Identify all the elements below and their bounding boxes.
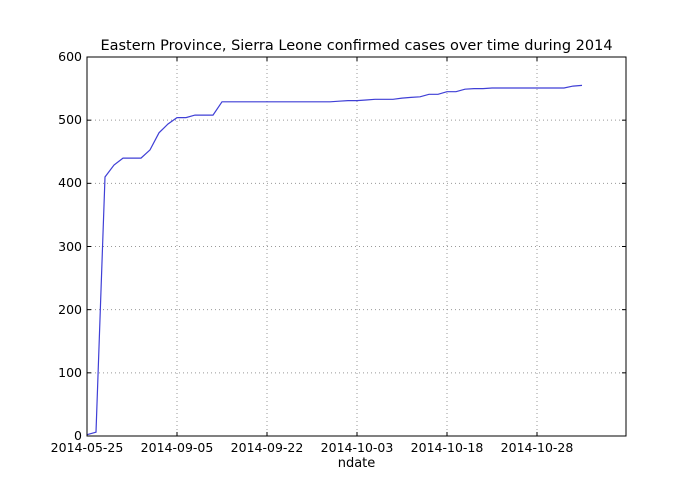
chart-title: Eastern Province, Sierra Leone confirmed… [100, 38, 613, 54]
y-tick-label: 600 [58, 49, 82, 64]
y-tick-label: 100 [58, 364, 82, 380]
x-axis-label: ndate [337, 456, 376, 471]
y-tick-label: 500 [58, 112, 82, 128]
y-tick-label: 0 [74, 428, 82, 443]
confirmed-cases-line [86, 84, 583, 436]
x-tick-label: 2014-09-22 [230, 440, 304, 455]
grid-lines [87, 57, 626, 436]
y-tick-label: 300 [58, 238, 82, 254]
x-tick-label: 2014-10-28 [500, 440, 574, 455]
x-tick-label: 2014-10-18 [410, 440, 484, 455]
x-tick-label: 2014-10-03 [320, 440, 394, 455]
x-tick-label: 2014-05-25 [50, 440, 124, 455]
tick-marks [86, 56, 626, 437]
y-tick-label: 200 [58, 301, 82, 317]
y-tick-label: 400 [58, 175, 82, 191]
x-tick-label: 2014-09-05 [140, 440, 214, 455]
